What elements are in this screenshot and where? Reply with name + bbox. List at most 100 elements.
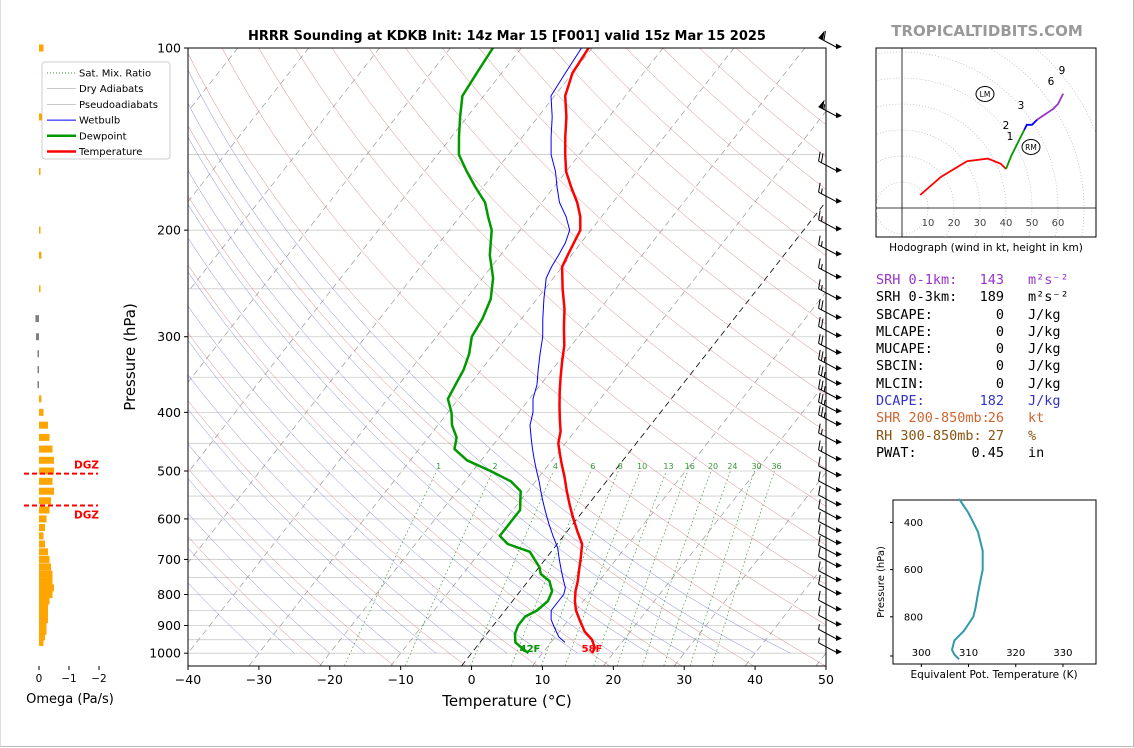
dry-adiabat-line — [368, 48, 826, 469]
mixing-ratio-line — [404, 470, 494, 666]
wind-barb — [818, 405, 843, 427]
barb-staff — [818, 465, 839, 477]
moist-adiabat-line — [188, 478, 366, 654]
barb-staff — [818, 533, 839, 545]
barb-staff — [818, 307, 839, 320]
stat-unit: J/kg — [1028, 341, 1061, 358]
omega-bar — [36, 333, 39, 341]
stat-value: 0 — [995, 375, 1004, 392]
mixing-ratio-line — [642, 470, 712, 666]
mixing-ratio-label: 4 — [553, 462, 558, 471]
barb-full — [818, 364, 821, 375]
barb-full — [820, 335, 824, 345]
isotherm-line — [0, 48, 25, 666]
barb-full — [818, 524, 821, 534]
omega-tick-label: −2 — [91, 673, 106, 685]
omega-bar — [39, 570, 53, 578]
barb-base — [835, 314, 843, 320]
wind-barb — [818, 151, 843, 173]
omega-bar — [39, 251, 42, 259]
stat-row: PWAT: 0.45 in — [876, 445, 1126, 462]
barb-staff — [818, 358, 839, 371]
wind-barb — [818, 258, 843, 280]
barb-base — [835, 112, 843, 119]
dry-adiabat-line — [295, 48, 826, 546]
y-tick-label: 100 — [157, 41, 181, 56]
barb-base — [835, 635, 843, 641]
stat-label: MLCIN: — [876, 375, 925, 392]
theta-e-panel: 300 310 320 330 400 600 800 — [890, 498, 1097, 667]
isotherm-line — [532, 291, 826, 666]
hodograph-grid — [876, 48, 1096, 237]
barb-half — [823, 104, 826, 110]
mixing-ratio-line — [343, 470, 438, 666]
sounding-stats: SRH 0-1km: 143 m²s⁻² SRH 0-3km: 189 m²s⁻² SBCA… — [876, 272, 1126, 462]
barb-base — [835, 394, 843, 401]
barb-full — [818, 316, 821, 327]
mixing-ratio-line — [689, 470, 755, 666]
moist-adiabat-line — [188, 443, 401, 654]
wind-barb — [818, 333, 843, 356]
hodograph-ring-label: 10 — [922, 218, 935, 229]
barb-half — [818, 624, 820, 630]
barb-base — [835, 332, 843, 339]
barb-flag — [818, 30, 825, 41]
omega-bar — [39, 113, 42, 121]
barb-half — [823, 372, 826, 378]
barb-full — [818, 182, 821, 193]
y-tick-label: 900 — [157, 618, 181, 633]
barb-base — [835, 648, 843, 655]
barb-base — [835, 471, 843, 478]
omega-bar — [37, 350, 39, 358]
wind-barb — [818, 637, 843, 655]
wind-barb — [818, 440, 843, 462]
dry-adiabat-line — [442, 48, 826, 396]
theta-e-x-tick-label: 300 — [912, 648, 931, 659]
omega-bar — [39, 168, 41, 176]
stat-unit: in — [1028, 444, 1045, 461]
series-dewpoint-line — [446, 48, 554, 655]
wind-barb — [818, 316, 843, 339]
stat-row: MLCAPE: 0 J/kg — [876, 324, 1126, 341]
omega-bar — [39, 633, 45, 641]
hodograph-ring-label: 20 — [948, 218, 961, 229]
omega-bar — [39, 421, 48, 429]
barb-base — [835, 420, 843, 427]
stat-value: 26 — [987, 410, 1004, 427]
isotherm-line — [602, 381, 826, 666]
stat-label: SBCIN: — [876, 358, 925, 375]
barb-staff — [818, 628, 839, 641]
barb-staff — [818, 583, 839, 595]
dry-adiabat-line — [258, 48, 826, 585]
barb-half — [820, 285, 823, 291]
barb-staff — [818, 414, 839, 426]
mixing-ratio-line — [593, 470, 667, 666]
skewt-ylabel: Pressure (hPa) — [121, 303, 139, 411]
surface-dewpoint-label: 42F — [520, 644, 541, 655]
hodograph-height-label: 6 — [1048, 76, 1055, 88]
mixing-ratio-label: 2 — [492, 462, 497, 471]
moist-adiabat-line — [188, 305, 543, 654]
barb-full — [818, 333, 821, 344]
barb-base — [835, 590, 843, 596]
theta-e-y-tick-label: 800 — [904, 612, 923, 623]
omega-bar — [39, 616, 48, 624]
barb-base — [835, 167, 843, 173]
barb-half — [823, 357, 826, 363]
wind-barb — [818, 524, 843, 546]
omega-bar — [39, 515, 47, 523]
omega-bar — [39, 408, 44, 416]
theta-e-frame — [892, 499, 1097, 665]
y-tick-label: 800 — [157, 587, 181, 602]
hodograph-height-label: 2 — [1003, 120, 1010, 132]
wind-barb — [818, 423, 843, 445]
legend-entry-label: Dry Adiabats — [79, 84, 143, 95]
stat-label: MLCAPE: — [876, 323, 933, 340]
barb-full — [818, 392, 821, 403]
mixing-ratio-label: 6 — [590, 462, 595, 471]
dry-adiabat-line — [188, 195, 682, 666]
theta-e-y-tick-label: 600 — [904, 565, 923, 576]
omega-bar — [39, 621, 47, 629]
omega-bar — [39, 532, 44, 540]
x-tick-label: 10 — [534, 672, 550, 687]
